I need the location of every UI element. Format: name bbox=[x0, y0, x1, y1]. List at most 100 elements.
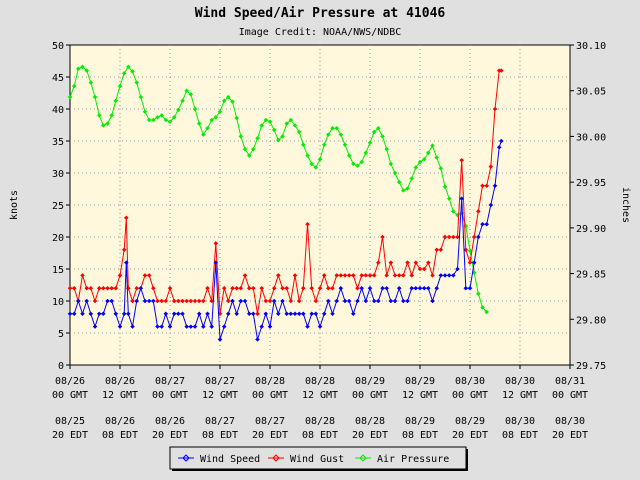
x-tick-label-gmt-date: 08/29 bbox=[405, 376, 435, 387]
wind-speed-point bbox=[275, 311, 281, 317]
air-pressure-point bbox=[209, 117, 215, 123]
wind-speed-point bbox=[371, 298, 377, 304]
wind-gust-point bbox=[275, 273, 281, 278]
wind-gust-point bbox=[246, 285, 252, 291]
legend-swatch-marker-wind-gust bbox=[272, 454, 280, 462]
air-pressure-point bbox=[138, 94, 144, 100]
wind-gust-point bbox=[300, 285, 306, 291]
wind-speed-point bbox=[146, 298, 152, 304]
wind-gust-point bbox=[396, 273, 402, 278]
air-pressure-point bbox=[409, 176, 415, 181]
wind-gust-point bbox=[446, 234, 452, 240]
wind-speed-point bbox=[492, 183, 498, 189]
wind-gust-point bbox=[163, 298, 169, 304]
wind-speed-point bbox=[498, 138, 504, 144]
wind-gust-point bbox=[146, 273, 152, 278]
wind-speed-point bbox=[255, 337, 260, 342]
x-tick-label-gmt-date: 08/27 bbox=[155, 376, 185, 387]
wind-speed-point bbox=[209, 324, 215, 329]
air-pressure-point bbox=[213, 114, 219, 120]
air-pressure-point bbox=[113, 98, 119, 104]
wind-gust-point bbox=[371, 273, 377, 278]
air-pressure-point bbox=[246, 153, 252, 158]
air-pressure-point bbox=[317, 156, 323, 162]
wind-speed-point bbox=[188, 324, 194, 329]
wind-speed-point bbox=[100, 311, 106, 317]
air-pressure-point bbox=[242, 146, 248, 152]
air-pressure-point bbox=[450, 209, 456, 214]
air-pressure-point bbox=[230, 99, 235, 105]
wind-speed-point bbox=[109, 298, 115, 304]
wind-gust-point bbox=[384, 273, 390, 278]
wind-gust-point bbox=[71, 285, 77, 291]
wind-gust-point bbox=[96, 285, 102, 291]
wind-gust-point bbox=[221, 285, 227, 291]
wind-speed-point bbox=[225, 311, 231, 317]
air-pressure-point bbox=[284, 121, 290, 126]
legend-box bbox=[169, 446, 467, 470]
wind-gust-point bbox=[292, 273, 298, 278]
wind-speed-point bbox=[417, 285, 423, 291]
wind-speed-point bbox=[123, 260, 129, 265]
air-pressure-point bbox=[67, 94, 73, 100]
right-tick-label: 30.05 bbox=[576, 87, 606, 98]
x-tick-label-edt-time: 20 EDT bbox=[252, 430, 288, 441]
air-pressure-point bbox=[388, 161, 394, 167]
wind-gust-point bbox=[484, 183, 490, 189]
wind-gust-point bbox=[255, 311, 260, 317]
wind-gust-point bbox=[280, 285, 285, 291]
left-tick-label: 45 bbox=[52, 73, 64, 84]
wind-speed-point bbox=[296, 311, 302, 317]
air-pressure-point bbox=[321, 142, 327, 148]
wind-speed-point bbox=[317, 324, 323, 329]
wind-gust-point bbox=[67, 285, 73, 291]
wind-speed-point bbox=[80, 311, 85, 317]
wind-gust-point bbox=[267, 298, 273, 304]
air-pressure-point bbox=[267, 119, 273, 125]
right-tick-label: 29.95 bbox=[576, 178, 606, 189]
wind-gust-point bbox=[130, 298, 135, 304]
air-pressure-point bbox=[80, 64, 85, 70]
air-pressure-point bbox=[163, 117, 169, 123]
x-tick-label-edt-time: 20 EDT bbox=[52, 430, 88, 441]
wind-speed-point bbox=[421, 285, 427, 291]
air-pressure-point bbox=[96, 113, 102, 118]
wind-speed-point bbox=[67, 311, 73, 317]
air-pressure-point bbox=[300, 142, 306, 148]
wind-speed-point bbox=[263, 311, 269, 317]
wind-gust-point bbox=[492, 106, 498, 112]
air-pressure-point bbox=[313, 165, 319, 170]
wind-gust-point bbox=[459, 157, 465, 163]
air-pressure-point bbox=[296, 129, 302, 135]
wind-speed-point bbox=[121, 311, 127, 317]
air-pressure-point bbox=[71, 83, 77, 89]
x-tick-label-gmt-date: 08/27 bbox=[205, 376, 235, 387]
legend-swatch-marker-wind-speed bbox=[182, 454, 190, 462]
wind-gust-point bbox=[305, 221, 310, 227]
wind-speed-point bbox=[350, 311, 356, 317]
wind-speed-point bbox=[92, 324, 98, 329]
air-pressure-point bbox=[413, 165, 419, 170]
wind-speed-point bbox=[430, 298, 435, 304]
grid-lines bbox=[70, 45, 570, 365]
wind-speed-point bbox=[434, 285, 440, 291]
wind-gust-point bbox=[467, 260, 473, 265]
wind-gust-series bbox=[67, 68, 504, 317]
wind-speed-point bbox=[459, 196, 465, 201]
wind-speed-point bbox=[125, 311, 131, 317]
air-pressure-point bbox=[380, 134, 385, 139]
wind-gust-point bbox=[359, 273, 365, 278]
air-pressure-point bbox=[421, 156, 427, 162]
wind-speed-point bbox=[196, 311, 202, 317]
wind-gust-point bbox=[325, 285, 331, 291]
chart-subtitle: Image Credit: NOAA/NWS/NDBC bbox=[239, 27, 402, 38]
x-tick-label-gmt-date: 08/29 bbox=[355, 376, 385, 387]
left-tick-label: 5 bbox=[58, 329, 64, 340]
wind-speed-point bbox=[355, 298, 360, 304]
wind-gust-point bbox=[263, 298, 269, 304]
wind-speed-point bbox=[405, 298, 410, 304]
air-pressure-point bbox=[271, 127, 277, 133]
wind-speed-point bbox=[346, 298, 352, 304]
wind-gust-point bbox=[421, 266, 427, 272]
